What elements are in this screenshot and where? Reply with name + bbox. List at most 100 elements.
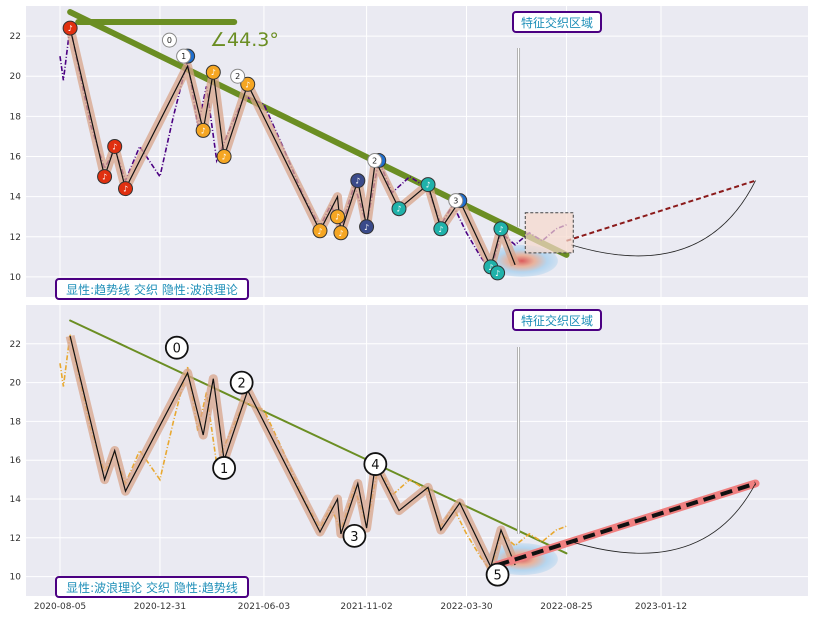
wave-label-0: 0 bbox=[164, 335, 189, 360]
wave-label-1: 1 bbox=[212, 456, 236, 480]
wave-marker: ♪ bbox=[195, 122, 211, 138]
wave-marker-glyph: ♪ bbox=[396, 205, 401, 214]
top-projection-arc bbox=[571, 180, 756, 257]
top-box-label: 显性:趋势线 交织 隐性:波浪理论 bbox=[55, 278, 249, 300]
wave-marker-glyph: ♪ bbox=[495, 269, 500, 278]
bottom-box-label: 显性:波浪理论 交织 隐性:趋势线 bbox=[55, 576, 249, 598]
wave-marker: ♪ bbox=[330, 209, 346, 225]
top-trend-line bbox=[67, 9, 570, 258]
wave-marker: ♪ bbox=[391, 201, 407, 217]
numbered-point-label: 0 bbox=[167, 36, 172, 45]
wave-marker-glyph: ♪ bbox=[364, 223, 369, 232]
bottom-feature-label: 特征交织区域 bbox=[512, 309, 602, 331]
top-y-tick-3: 16 bbox=[10, 153, 22, 163]
top-y-ticks: 10 12 14 16 18 20 22 bbox=[10, 32, 22, 283]
wave-marker-glyph: ♪ bbox=[317, 227, 322, 236]
wave-marker-glyph: ♪ bbox=[222, 153, 227, 162]
wave-marker-glyph: ♪ bbox=[201, 126, 206, 135]
wave-marker-glyph: ♪ bbox=[335, 213, 340, 222]
numbered-point-label: 1 bbox=[181, 52, 186, 61]
wave-marker-glyph: ♪ bbox=[355, 177, 360, 186]
numbered-point-label: 2 bbox=[372, 157, 377, 166]
bottom-projection-line bbox=[496, 481, 757, 567]
bottom-plot-area bbox=[26, 305, 808, 596]
top-y-tick-5: 20 bbox=[10, 72, 22, 82]
wave-label-2: 2 bbox=[229, 370, 254, 395]
bottom-y-tick-6: 22 bbox=[10, 340, 21, 350]
bottom-y-tick-3: 16 bbox=[10, 456, 22, 466]
wave-marker-glyph: ♪ bbox=[498, 225, 503, 234]
wave-marker: ♪ bbox=[433, 221, 449, 237]
wave-label-5: 5 bbox=[485, 562, 510, 587]
wave-label-text: 1 bbox=[220, 462, 228, 477]
numbered-point-3: 2 bbox=[367, 153, 383, 169]
wave-marker: ♪ bbox=[490, 265, 506, 281]
numbered-point-1: 1 bbox=[176, 48, 192, 64]
wave-marker-glyph: ♪ bbox=[438, 225, 443, 234]
wave-marker: ♪ bbox=[107, 138, 123, 154]
bottom-y-tick-0: 10 bbox=[10, 573, 22, 583]
x-tick-0: 2020-08-05 bbox=[34, 602, 86, 612]
x-tick-3: 2021-11-02 bbox=[340, 602, 392, 612]
bottom-trend-line bbox=[69, 319, 568, 555]
top-feature-label-text: 特征交织区域 bbox=[521, 15, 593, 30]
wave-label-3: 3 bbox=[342, 523, 367, 548]
angle-label: ∠44.3° bbox=[210, 29, 279, 51]
x-tick-6: 2023-01-12 bbox=[635, 602, 687, 612]
wave-label-text: 3 bbox=[350, 530, 358, 545]
top-feature-label: 特征交织区域 bbox=[512, 11, 602, 33]
wave-marker-glyph: ♪ bbox=[338, 229, 343, 238]
bottom-y-tick-5: 20 bbox=[10, 379, 22, 389]
wave-marker-glyph: ♪ bbox=[112, 142, 117, 151]
x-tick-2: 2021-06-03 bbox=[238, 602, 290, 612]
wave-marker-glyph: ♪ bbox=[123, 185, 128, 194]
wave-marker: ♪ bbox=[240, 76, 256, 92]
x-tick-1: 2020-12-31 bbox=[134, 602, 186, 612]
wave-marker: ♪ bbox=[97, 169, 113, 185]
bottom-projection-arc bbox=[571, 483, 756, 554]
top-y-tick-4: 18 bbox=[10, 112, 22, 122]
wave-marker: ♪ bbox=[216, 149, 232, 165]
x-tick-5: 2022-08-25 bbox=[540, 602, 592, 612]
wave-marker: ♪ bbox=[493, 221, 509, 237]
bottom-y-tick-1: 12 bbox=[10, 534, 21, 544]
wave-marker-glyph: ♪ bbox=[102, 173, 107, 182]
wave-marker: ♪ bbox=[333, 225, 349, 241]
top-y-tick-6: 22 bbox=[10, 32, 21, 42]
top-feature-box bbox=[524, 212, 574, 254]
top-projection-line bbox=[566, 179, 756, 242]
wave-marker-glyph: ♪ bbox=[211, 68, 216, 77]
wave-label-4: 4 bbox=[363, 452, 388, 476]
top-y-tick-1: 12 bbox=[10, 233, 21, 243]
bottom-content: 0 1 2 3 4 5 bbox=[59, 319, 760, 587]
wave-marker: ♪ bbox=[118, 181, 134, 197]
bottom-y-tick-4: 18 bbox=[10, 417, 22, 427]
numbered-point-4: 3 bbox=[448, 193, 464, 209]
top-box-label-text: 显性:趋势线 交织 隐性:波浪理论 bbox=[66, 282, 238, 297]
wave-label-text: 4 bbox=[371, 458, 379, 473]
wave-label-text: 5 bbox=[493, 569, 501, 584]
bottom-wave-path bbox=[69, 335, 516, 569]
numbered-point-2: 2 bbox=[230, 68, 246, 84]
wave-marker: ♪ bbox=[420, 177, 436, 193]
wave-marker-glyph: ♪ bbox=[245, 80, 250, 89]
wave-marker: ♪ bbox=[350, 173, 366, 189]
bottom-y-ticks: 10 12 14 16 18 20 22 bbox=[10, 340, 22, 583]
top-y-tick-0: 10 bbox=[10, 273, 22, 283]
bottom-feature-label-text: 特征交织区域 bbox=[521, 313, 593, 328]
wave-marker: ♪ bbox=[359, 219, 375, 235]
wave-marker-glyph: ♪ bbox=[488, 263, 493, 272]
x-tick-4: 2022-03-30 bbox=[440, 602, 493, 612]
wave-marker: ♪ bbox=[312, 223, 328, 239]
top-y-tick-2: 14 bbox=[10, 193, 22, 203]
wave-marker-glyph: ♪ bbox=[425, 181, 430, 190]
x-axis-ticks: 2020-08-05 2020-12-31 2021-06-03 2021-11-02… bbox=[34, 602, 687, 612]
wave-marker-glyph: ♪ bbox=[68, 24, 73, 33]
numbered-point-label: 3 bbox=[453, 197, 458, 206]
wave-label-text: 2 bbox=[238, 377, 246, 392]
numbered-point-0: 0 bbox=[161, 32, 177, 48]
